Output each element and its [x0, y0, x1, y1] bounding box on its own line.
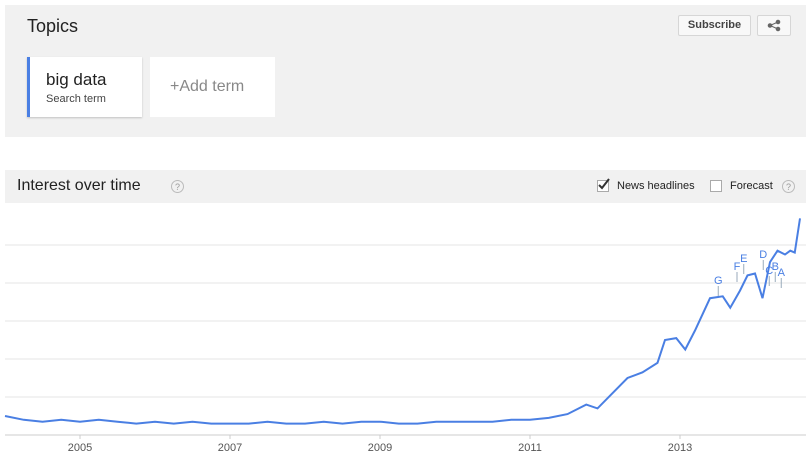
share-icon	[767, 19, 781, 32]
topics-panel: Topics Subscribe big data Search term +A…	[5, 5, 806, 137]
checkmark	[598, 178, 610, 190]
news-label: News headlines	[617, 180, 695, 192]
x-tick-label: 2009	[368, 442, 392, 454]
annotation-label: F	[734, 261, 741, 273]
annotation-label: B	[772, 261, 779, 273]
help-icon[interactable]: ?	[171, 180, 184, 193]
annotation-label: E	[740, 253, 747, 265]
forecast-label: Forecast	[730, 180, 773, 192]
annotation-label: G	[714, 275, 723, 287]
x-tick-label: 2013	[668, 442, 692, 454]
trend-line	[4, 218, 801, 425]
term-label: big data	[46, 70, 107, 89]
annotation-label: C	[765, 265, 773, 277]
help-icon[interactable]: ?	[782, 180, 795, 193]
term-sublabel: Search term	[46, 93, 106, 105]
add-term-card[interactable]: +Add term	[150, 57, 275, 117]
forecast-checkbox[interactable]	[710, 180, 722, 192]
term-card[interactable]: big data Search term	[27, 57, 142, 117]
annotation-label: D	[759, 249, 767, 261]
share-button[interactable]	[757, 15, 791, 36]
annotation-label: A	[778, 267, 786, 279]
interest-header: Interest over time ? News headlines Fore…	[5, 170, 806, 203]
news-checkbox[interactable]	[597, 178, 610, 192]
x-tick-label: 2007	[218, 442, 242, 454]
x-tick-label: 2005	[68, 442, 92, 454]
topics-title: Topics	[27, 16, 79, 36]
x-tick-label: 2011	[518, 442, 542, 454]
add-term-label: +Add term	[170, 78, 245, 95]
subscribe-button[interactable]: Subscribe	[678, 15, 751, 36]
section-title: Interest over time	[17, 177, 141, 194]
